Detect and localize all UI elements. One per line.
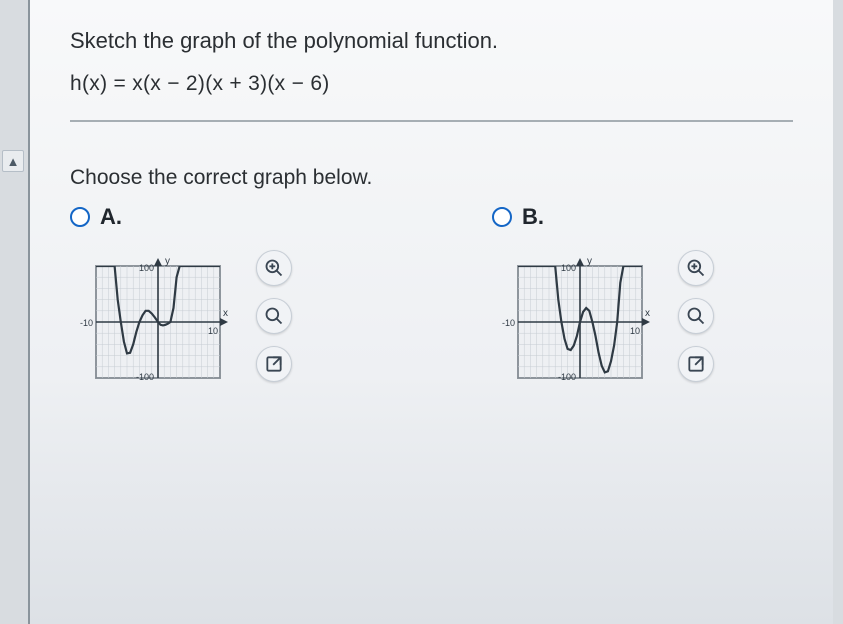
- svg-text:-100: -100: [558, 372, 576, 382]
- question-page: Sketch the graph of the polynomial funct…: [28, 0, 833, 624]
- zoom-in-icon[interactable]: [678, 250, 714, 286]
- svg-text:10: 10: [630, 326, 640, 336]
- zoom-in-icon[interactable]: [256, 250, 292, 286]
- popout-icon[interactable]: [678, 346, 714, 382]
- option-b: B. y x -10 10 100 -100: [492, 204, 714, 400]
- zoom-icon[interactable]: [256, 298, 292, 334]
- zoom-icon[interactable]: [678, 298, 714, 334]
- popout-icon[interactable]: [256, 346, 292, 382]
- options-row: A. y x -10 10 100 -100: [70, 204, 793, 400]
- svg-text:10: 10: [208, 326, 218, 336]
- scroll-up-button[interactable]: ▲: [2, 150, 24, 172]
- svg-text:y: y: [165, 256, 170, 267]
- question-title: Sketch the graph of the polynomial funct…: [70, 28, 793, 54]
- option-a-head[interactable]: A.: [70, 204, 292, 230]
- svg-text:100: 100: [561, 263, 576, 273]
- divider: [70, 120, 793, 122]
- option-a: A. y x -10 10 100 -100: [70, 204, 292, 400]
- svg-text:-100: -100: [136, 372, 154, 382]
- svg-text:100: 100: [139, 263, 154, 273]
- choose-prompt: Choose the correct graph below.: [70, 166, 793, 190]
- question-function: h(x) = x(x − 2)(x + 3)(x − 6): [70, 72, 793, 96]
- option-b-graph: y x -10 10 100 -100: [496, 244, 664, 400]
- option-a-graph-block: y x -10 10 100 -100: [74, 244, 292, 400]
- option-b-head[interactable]: B.: [492, 204, 714, 230]
- svg-text:x: x: [223, 308, 228, 319]
- option-b-graph-block: y x -10 10 100 -100: [496, 244, 714, 400]
- option-a-graph: y x -10 10 100 -100: [74, 244, 242, 400]
- svg-text:y: y: [587, 256, 592, 267]
- svg-text:-10: -10: [80, 318, 93, 328]
- svg-text:-10: -10: [502, 318, 515, 328]
- option-b-tools: [678, 250, 714, 382]
- radio-b[interactable]: [492, 207, 512, 227]
- radio-a[interactable]: [70, 207, 90, 227]
- option-b-label: B.: [522, 204, 544, 230]
- option-a-tools: [256, 250, 292, 382]
- svg-text:x: x: [645, 308, 650, 319]
- option-a-label: A.: [100, 204, 122, 230]
